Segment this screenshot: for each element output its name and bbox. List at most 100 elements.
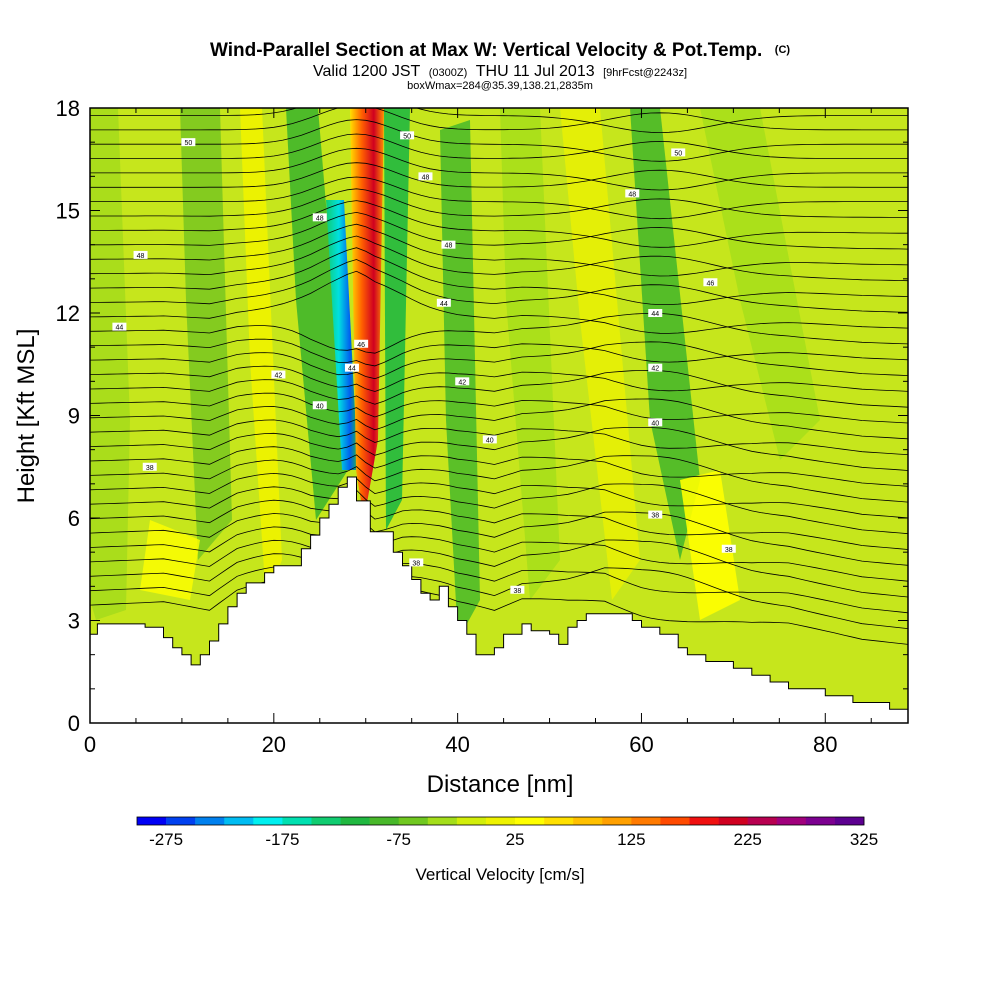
isentrope-line: [90, 147, 908, 191]
isentrope-line: [90, 211, 908, 250]
isentrope-label-bg: [344, 363, 359, 372]
isentrope-line: [90, 536, 908, 598]
colorbar-swatch: [834, 817, 865, 825]
isentrope-line: [90, 427, 908, 471]
isentrope-label-bg: [112, 322, 127, 331]
x-tick-label: 40: [445, 732, 469, 757]
colorbar-swatch: [427, 817, 458, 825]
colorbar-swatch: [456, 817, 487, 825]
terrain-profile: [90, 476, 908, 723]
colorbar-swatch: [340, 817, 370, 825]
isentrope-line: [90, 200, 908, 248]
updraft-band-2: [560, 108, 640, 600]
colorbar-swatch: [776, 817, 807, 825]
isentrope-label-bg: [648, 363, 663, 372]
potential-temperature-isentropes: [90, 108, 908, 645]
isentrope-label: 38: [651, 513, 659, 520]
isentrope-label: 38: [146, 465, 154, 472]
colorbar-tick-label: 325: [850, 830, 878, 849]
weak-sink-band-7: [700, 108, 820, 460]
chart-subtitle-box: boxWmax=284@35.39,138.21,2835m: [407, 80, 593, 92]
isentrope-line: [90, 369, 908, 408]
isentrope-line: [90, 259, 908, 313]
colorbar-tick-label: -75: [386, 830, 411, 849]
isentrope-line: [90, 247, 908, 305]
y-tick-label: 9: [68, 404, 80, 429]
isentrope-line: [90, 108, 908, 131]
isentrope-label-bg: [648, 309, 663, 317]
isentrope-label-bg: [418, 172, 433, 181]
colorbar-swatch: [660, 817, 690, 825]
isentrope-label: 42: [275, 373, 283, 380]
isentrope-line: [90, 483, 908, 535]
isentrope-line: [90, 392, 908, 424]
isentrope-label: 42: [458, 379, 466, 386]
x-tick-label: 20: [262, 732, 286, 757]
colorbar-swatch: [544, 817, 574, 825]
colorbar-swatch: [224, 817, 254, 825]
chart-title: Wind-Parallel Section at Max W: Vertical…: [210, 40, 762, 61]
colorbar-tick-label: -175: [265, 830, 299, 849]
isentrope-label-bg: [455, 377, 470, 386]
main-downdraft-core: [326, 200, 358, 470]
y-tick-label: 6: [68, 506, 80, 531]
isentrope-label: 38: [513, 588, 521, 595]
isentrope-label: 48: [137, 253, 145, 260]
colorbar-tick-labels: -275 -175 -75 25 125 225 325: [149, 830, 878, 849]
colorbar-swatch: [747, 817, 778, 825]
colorbar-swatch: [137, 817, 167, 825]
updraft-patch-east: [680, 470, 740, 620]
chart-subtitle-line: Valid 1200 JST (0300Z) THU 11 Jul 2013 […: [313, 63, 687, 80]
isentrope-label-bg: [441, 240, 456, 249]
isentrope-label: 40: [316, 403, 324, 410]
vertical-velocity-field: [90, 108, 820, 640]
chart-title-mark: (C): [775, 44, 791, 56]
isentrope-label: 44: [651, 311, 659, 318]
colorbar-swatch: [485, 817, 516, 825]
isentrope-line: [90, 419, 908, 455]
isentrope-label-bg: [648, 510, 663, 519]
isentrope-line: [90, 119, 908, 162]
isentrope-line: [90, 188, 908, 218]
isentrope-label-bg: [312, 401, 327, 410]
x-axis: 0 20 40 60 80: [84, 108, 872, 757]
chart-title-line: Wind-Parallel Section at Max W: Vertical…: [210, 40, 790, 61]
isentrope-label: 48: [445, 243, 453, 250]
isentrope-label: 42: [651, 366, 659, 373]
isentrope-label: 50: [184, 140, 192, 147]
colorbar-swatch: [689, 817, 719, 825]
weak-sink-band-west: [90, 108, 130, 620]
isentrope-line: [90, 572, 908, 645]
isentrope-line: [90, 511, 908, 566]
colorbar-tick-label: -275: [149, 830, 183, 849]
subtitle-forecast: [9hrFcst@2243z]: [603, 67, 687, 79]
y-axis-label: Height [Kft MSL]: [13, 329, 40, 504]
isentrope-line: [90, 455, 908, 503]
x-tick-label: 0: [84, 732, 96, 757]
x-tick-label: 80: [813, 732, 837, 757]
isentrope-label: 38: [412, 560, 420, 567]
colorbar-swatch: [515, 817, 545, 825]
isentrope-label-bg: [703, 278, 718, 287]
isentrope-label: 44: [440, 301, 448, 308]
isentrope-label: 40: [486, 437, 494, 444]
colorbar-swatch: [253, 817, 283, 825]
colorbar-label: Vertical Velocity [cm/s]: [415, 865, 584, 884]
isentrope-label: 48: [628, 191, 636, 198]
isentrope-label-bg: [436, 298, 451, 307]
y-tick-label: 0: [68, 711, 80, 736]
colorbar-tick-label: 125: [617, 830, 645, 849]
y-tick-label: 12: [56, 301, 80, 326]
subtitle-date: THU 11 Jul 2013: [476, 63, 595, 80]
isentrope-label-bg: [671, 148, 686, 157]
colorbar-swatch: [166, 817, 196, 825]
isentrope-label-bg: [312, 213, 327, 222]
sink-band-6: [630, 108, 700, 560]
isentrope-line: [90, 176, 908, 220]
subtitle-valid: Valid 1200 JST: [313, 63, 421, 80]
isentrope-label: 44: [116, 325, 124, 332]
isentrope-label: 46: [357, 342, 365, 349]
isentrope-label-bg: [409, 558, 424, 567]
